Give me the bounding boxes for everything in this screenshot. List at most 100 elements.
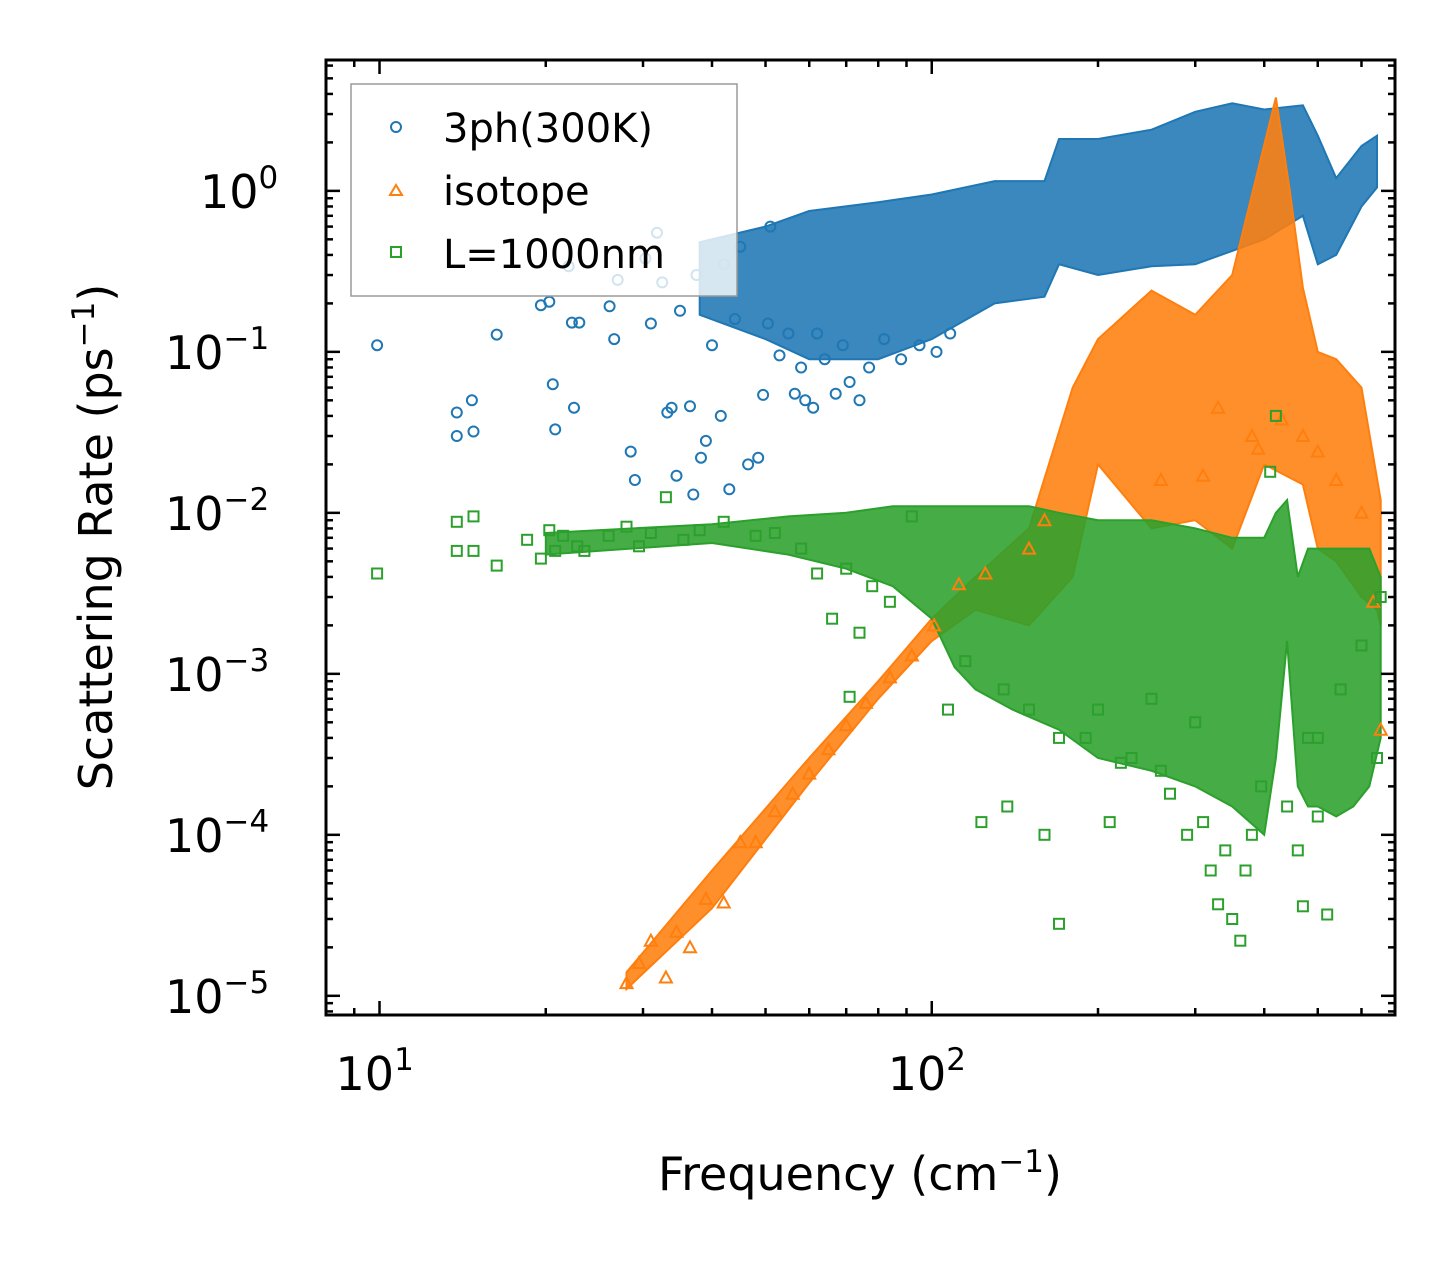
point-l-1000nm-57	[1291, 844, 1304, 857]
legend-label-l1000nm: L=1000nm	[443, 232, 665, 278]
point-l-1000nm-63	[1355, 639, 1368, 652]
point-3ph-300k--52	[836, 339, 849, 352]
point-3ph-300k--14	[603, 300, 616, 313]
point-isotope-13	[820, 741, 837, 756]
y-tick-label: 10−5	[165, 965, 269, 1024]
point-3ph-300k--17	[624, 445, 637, 458]
point-l-1000nm-1	[450, 544, 463, 557]
y-tick-label: 10−2	[165, 482, 269, 541]
point-isotope-17	[904, 647, 920, 662]
point-isotope-29	[1295, 427, 1311, 442]
point-isotope-3	[658, 969, 674, 984]
point-3ph-300k--4	[467, 425, 480, 438]
point-l-1000nm-65	[1374, 591, 1387, 603]
point-3ph-300k--20	[644, 317, 657, 330]
point-isotope-26	[1244, 427, 1260, 442]
point-l-1000nm-27	[843, 690, 856, 703]
x-tick-label: 102	[888, 1042, 966, 1101]
point-isotope-8	[732, 834, 748, 849]
point-l-1000nm-20	[717, 515, 730, 528]
point-3ph-300k--12	[568, 401, 580, 414]
point-3ph-300k--54	[853, 394, 866, 407]
point-l-1000nm-19	[693, 524, 706, 537]
point-l-1000nm-34	[975, 816, 988, 829]
point-3ph-300k--49	[811, 327, 824, 340]
legend-frame	[350, 83, 738, 297]
point-l-1000nm-49	[1219, 844, 1232, 857]
legend-label-3ph: 3ph(300K)	[443, 106, 653, 152]
y-axis-title: Scattering Rate (ps−1)	[66, 284, 123, 791]
point-3ph-300k--13	[573, 316, 586, 329]
x-tick-label: 101	[336, 1042, 414, 1101]
point-3ph-300k--35	[723, 483, 736, 496]
point-3ph-300k--56	[878, 333, 891, 346]
point-isotope-16	[882, 669, 898, 684]
point-l-1000nm-17	[659, 491, 672, 504]
point-3ph-300k--41	[761, 317, 774, 330]
point-l-1000nm-68	[1125, 752, 1138, 764]
point-3ph-300k--60	[944, 327, 957, 340]
point-3ph-300k--3	[465, 394, 478, 407]
point-l-1000nm-69	[1154, 764, 1167, 777]
point-isotope-5	[682, 939, 698, 954]
point-l-1000nm-48	[1212, 898, 1225, 911]
point-3ph-300k--25	[670, 469, 683, 482]
point-l-1000nm-53	[1255, 780, 1268, 793]
point-isotope-6	[698, 890, 714, 905]
point-isotope-19	[951, 576, 967, 591]
point-l-1000nm-28	[853, 626, 866, 639]
point-l-1000nm-33	[959, 655, 972, 668]
legend-marker-l1000nm	[390, 246, 402, 258]
point-3ph-300k--24	[665, 401, 678, 414]
point-l-1000nm-61	[1321, 908, 1334, 921]
point-3ph-300k--2	[450, 406, 463, 419]
legend-marker-isotope	[388, 183, 404, 196]
y-tick-label: 10−3	[165, 643, 269, 702]
point-3ph-300k--18	[628, 474, 641, 486]
point-3ph-300k--27	[684, 400, 696, 413]
point-isotope-21	[1021, 540, 1037, 555]
point-3ph-300k--15	[608, 333, 621, 346]
point-l-1000nm-21	[749, 529, 762, 542]
point-l-1000nm-12	[578, 544, 591, 557]
point-l-1000nm-38	[1038, 828, 1051, 841]
point-3ph-300k--51	[829, 387, 842, 400]
point-isotope-30	[1310, 443, 1326, 458]
point-3ph-300k--7	[543, 295, 556, 308]
point-3ph-300k--31	[699, 434, 712, 447]
point-l-1000nm-25	[826, 612, 839, 625]
point-l-1000nm-56	[1281, 800, 1294, 813]
point-isotope-2	[643, 932, 659, 947]
point-3ph-300k--0	[371, 339, 384, 352]
point-3ph-300k--46	[795, 361, 808, 374]
point-3ph-300k--8	[546, 378, 559, 391]
point-l-1000nm-0	[371, 567, 384, 580]
point-isotope-12	[801, 765, 817, 780]
point-l-1000nm-46	[1189, 716, 1202, 729]
point-isotope-27	[1250, 440, 1266, 455]
point-l-1000nm-58	[1296, 900, 1309, 913]
legend: 3ph(300K) isotope L=1000nm	[350, 83, 738, 297]
point-3ph-300k--44	[782, 327, 795, 340]
point-3ph-300k--57	[895, 353, 908, 366]
point-isotope-1	[631, 954, 647, 969]
point-l-1000nm-15	[633, 540, 645, 553]
point-l-1000nm-54	[1264, 465, 1277, 478]
point-l-1000nm-70	[1197, 816, 1210, 829]
point-l-1000nm-67	[1092, 703, 1104, 716]
point-l-1000nm-43	[1145, 692, 1158, 705]
point-3ph-300k--39	[752, 451, 765, 464]
point-l-1000nm-41	[1103, 816, 1116, 829]
point-l-1000nm-45	[1181, 828, 1194, 841]
point-isotope-25	[1210, 399, 1226, 414]
point-l-1000nm-35	[997, 683, 1010, 696]
point-l-1000nm-47	[1204, 864, 1217, 877]
point-3ph-300k--32	[706, 339, 718, 352]
point-3ph-300k--9	[549, 423, 562, 436]
point-l-1000nm-31	[905, 510, 918, 523]
point-l-1000nm-9	[549, 544, 562, 557]
data-points	[371, 220, 1389, 990]
tick-labels: 101 102 100 10−1 10−2 10−3 10−4 10−5	[165, 160, 966, 1101]
point-l-1000nm-24	[811, 567, 824, 580]
point-l-1000nm-30	[883, 595, 896, 608]
